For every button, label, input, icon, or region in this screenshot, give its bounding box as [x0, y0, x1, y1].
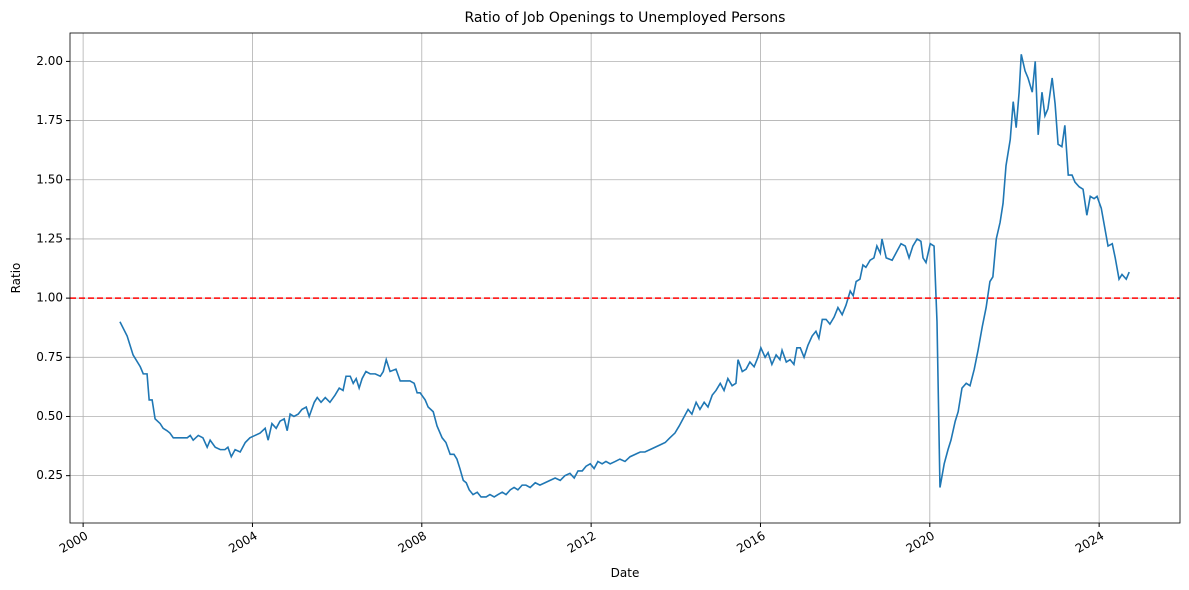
- chart-title: Ratio of Job Openings to Unemployed Pers…: [465, 10, 786, 26]
- y-tick-label: 1.75: [36, 113, 63, 127]
- x-tick-label: 2020: [904, 529, 937, 556]
- y-tick-label: 1.25: [36, 231, 63, 245]
- y-tick-label: 2.00: [36, 54, 63, 68]
- x-axis-label: Date: [611, 566, 640, 580]
- x-tick-label: 2008: [396, 529, 429, 556]
- x-tick-label: 2012: [565, 529, 598, 556]
- x-tick-label: 2000: [57, 529, 90, 556]
- y-tick-label: 0.75: [36, 350, 63, 364]
- y-axis-label: Ratio: [9, 263, 23, 294]
- plot-frame: [69, 32, 1181, 524]
- y-tick-label: 1.50: [36, 172, 63, 186]
- x-tick-label: 2016: [734, 529, 767, 556]
- data-line: [119, 54, 1130, 498]
- x-tick-label: 2024: [1073, 529, 1106, 556]
- y-tick-label: 0.25: [36, 468, 63, 482]
- y-tick-label: 0.50: [36, 409, 63, 423]
- y-tick-label: 1.00: [36, 291, 63, 305]
- x-tick-label: 2004: [226, 529, 259, 556]
